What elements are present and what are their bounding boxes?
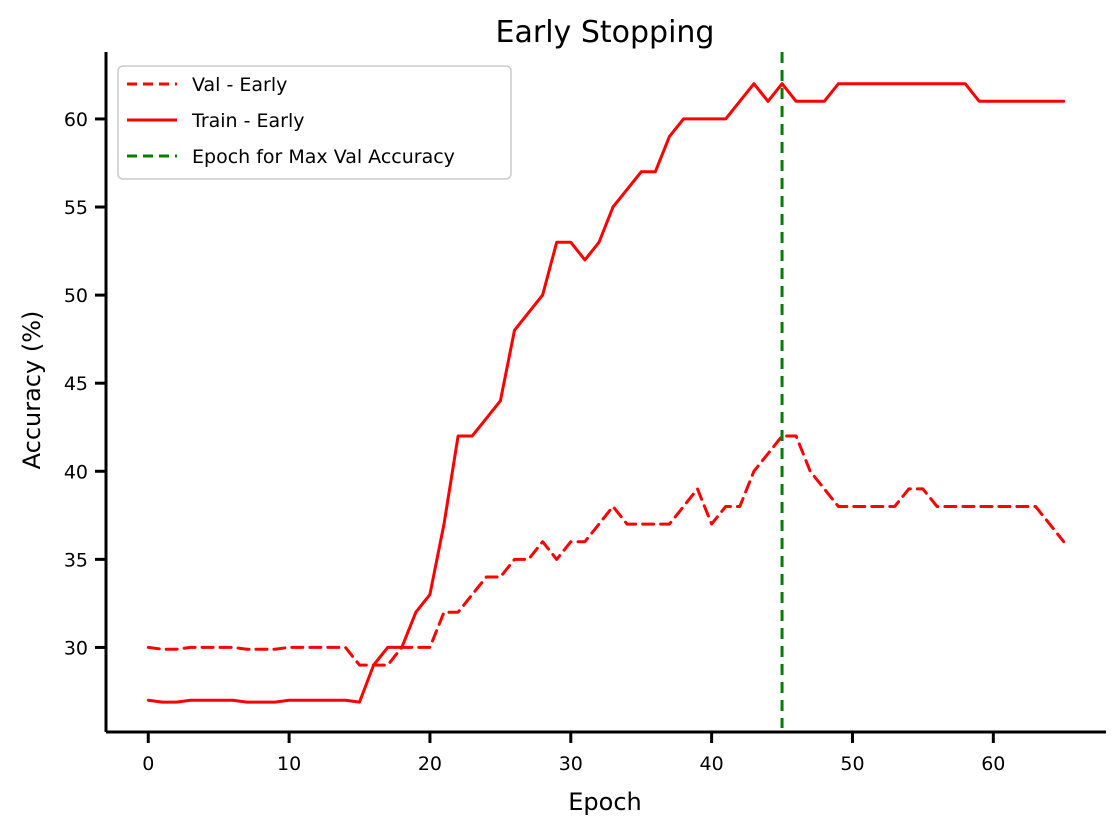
legend: Val - Early Train - Early Epoch for Max … bbox=[117, 65, 512, 180]
x-tick-label: 0 bbox=[142, 753, 154, 775]
x-tick-label: 40 bbox=[700, 753, 724, 775]
legend-box bbox=[117, 65, 512, 180]
y-tick-label: 30 bbox=[64, 637, 88, 659]
series-layer bbox=[146, 82, 1066, 704]
y-tick-label: 55 bbox=[64, 197, 88, 219]
legend-label-train: Train - Early bbox=[191, 110, 305, 132]
x-tick-label: 60 bbox=[981, 753, 1005, 775]
x-tick-label: 10 bbox=[277, 753, 301, 775]
x-tick-label: 20 bbox=[418, 753, 442, 775]
series-line-train-early bbox=[146, 82, 1066, 704]
y-tick-label: 40 bbox=[64, 461, 88, 483]
x-axis-label: Epoch bbox=[568, 788, 642, 816]
chart-title: Early Stopping bbox=[496, 15, 715, 50]
x-tick-label: 30 bbox=[559, 753, 583, 775]
y-tick-label: 45 bbox=[64, 373, 88, 395]
y-axis-label: Accuracy (%) bbox=[18, 311, 46, 470]
x-tick-label: 50 bbox=[840, 753, 864, 775]
y-tick-label: 60 bbox=[64, 109, 88, 131]
axes bbox=[104, 52, 1106, 734]
series-line-val-early bbox=[146, 434, 1066, 667]
y-tick-label: 50 bbox=[64, 285, 88, 307]
y-tick-label: 35 bbox=[64, 549, 88, 571]
ticks: 0 10 20 30 40 50 60 30 35 40 45 50 55 60 bbox=[64, 109, 1006, 775]
legend-label-val: Val - Early bbox=[192, 74, 287, 96]
legend-label-vline: Epoch for Max Val Accuracy bbox=[192, 146, 455, 168]
